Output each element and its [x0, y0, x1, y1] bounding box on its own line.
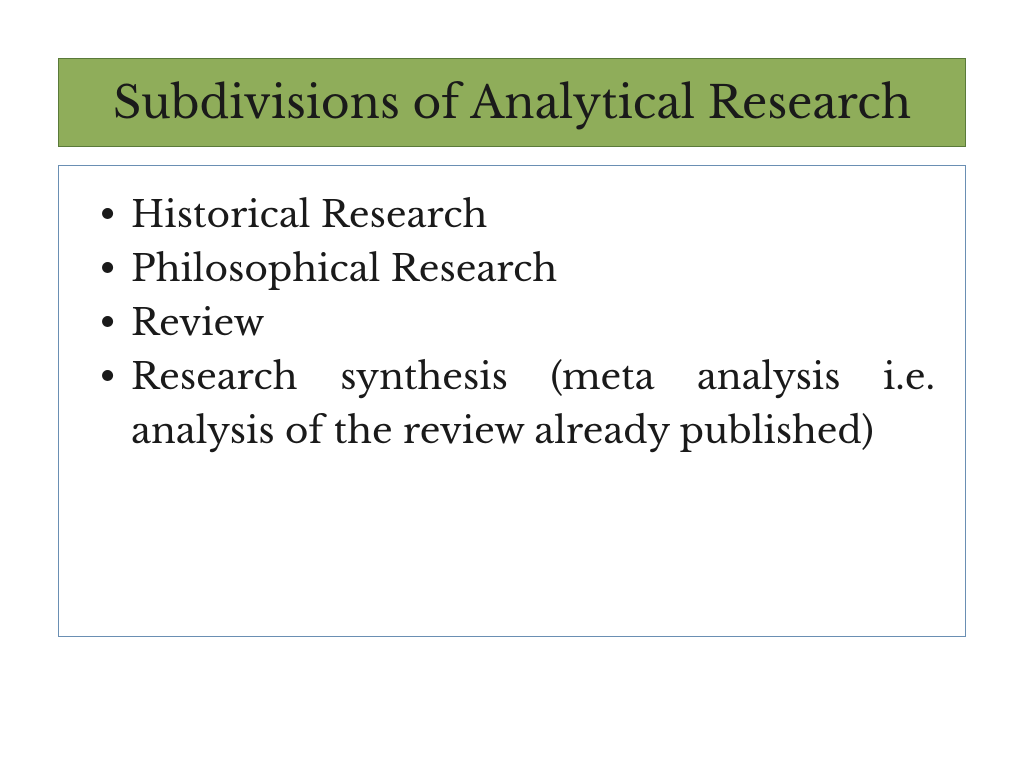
- slide-title: Subdivisions of Analytical Research: [79, 75, 945, 130]
- slide-title-box: Subdivisions of Analytical Research: [58, 58, 966, 147]
- list-item: Research synthesis (meta analysis i.e. a…: [89, 350, 935, 458]
- list-item: Historical Research: [89, 188, 935, 242]
- bullet-list: Historical Research Philosophical Resear…: [89, 188, 935, 458]
- slide-content-box: Historical Research Philosophical Resear…: [58, 165, 966, 637]
- list-item: Review: [89, 296, 935, 350]
- list-item: Philosophical Research: [89, 242, 935, 296]
